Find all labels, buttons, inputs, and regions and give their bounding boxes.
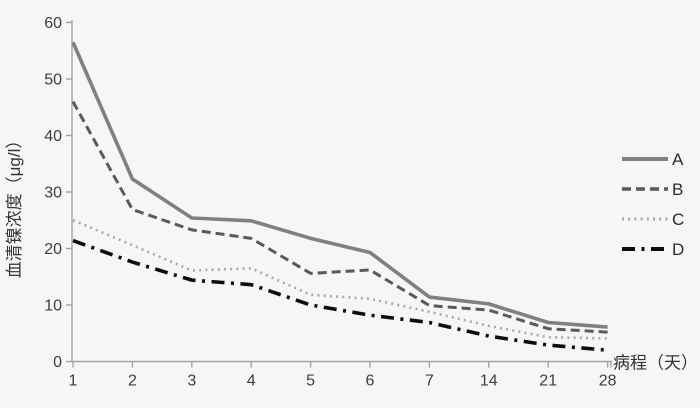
x-tick-label: 21 [539,373,557,390]
legend-label-C: C [672,210,684,229]
y-tick-label: 30 [44,185,62,202]
x-tick-label: 3 [187,373,196,390]
x-axis-title: 病程（天） [613,354,698,373]
y-tick-label: 50 [44,72,62,89]
x-tick-label: 7 [425,373,434,390]
series-A-line [71,41,608,329]
x-tick-label: 28 [599,373,617,390]
series-B-line [71,100,608,334]
x-tick-label: 2 [128,373,137,390]
y-axis-title: 血清镍浓度（μg/l） [5,132,24,279]
series-D-line [72,238,608,352]
legend-label-A: A [672,150,684,169]
y-tick-label: 0 [53,354,62,371]
y-tick-label: 10 [44,298,62,315]
x-tick-label: 4 [247,373,256,390]
y-tick-label: 60 [44,15,62,32]
x-tick-label: 1 [69,373,78,390]
y-tick-label: 20 [44,241,62,258]
legend-label-D: D [672,240,684,259]
x-tick-label: 6 [366,373,375,390]
y-tick-label: 40 [44,128,62,145]
x-tick-label: 14 [480,373,498,390]
legend-label-B: B [672,180,683,199]
x-tick-label: 5 [306,373,315,390]
series-C-line [72,219,608,340]
